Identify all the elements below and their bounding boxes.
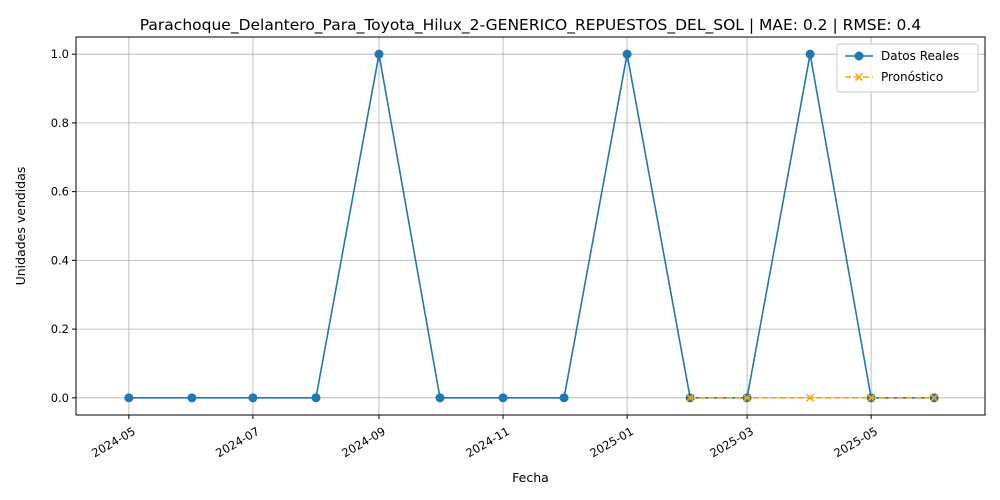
- x-tick-label: 2024-07: [213, 424, 262, 460]
- x-tick-label: 2024-09: [339, 424, 388, 460]
- data-point: [187, 393, 197, 403]
- series-line: [128, 54, 935, 399]
- legend-label: Datos Reales: [881, 49, 959, 63]
- x-tick-label: 2025-01: [587, 424, 636, 460]
- forecast-point: [930, 393, 939, 402]
- legend: Datos Reales Pronóstico: [836, 43, 979, 93]
- data-point: [311, 393, 321, 403]
- y-tick-label: 0.4: [51, 253, 69, 267]
- y-axis-label: Unidades vendidas: [13, 167, 28, 286]
- y-tick-label: 0.0: [51, 391, 69, 405]
- grid-layer: [76, 37, 985, 415]
- forecast-point: [806, 393, 815, 402]
- forecast-point: [743, 393, 752, 402]
- data-point: [559, 393, 569, 403]
- data-point: [435, 393, 445, 403]
- data-point: [498, 393, 508, 403]
- forecast-point: [686, 393, 695, 402]
- plot-frame: [75, 36, 986, 416]
- data-point: [124, 393, 134, 403]
- data-point: [805, 49, 815, 59]
- y-tick-label: 0.6: [51, 185, 69, 199]
- x-axis-label: Fecha: [512, 470, 549, 485]
- data-point: [248, 393, 258, 403]
- y-tick-label: 0.8: [51, 116, 69, 130]
- legend-marker: [854, 51, 864, 61]
- legend-marker: [854, 72, 864, 82]
- legend-label: Pronóstico: [881, 70, 943, 84]
- x-tick-label: 2025-03: [707, 424, 756, 460]
- x-tick-label: 2024-11: [463, 424, 512, 460]
- y-tick-label: 0.2: [51, 322, 69, 336]
- forecast-point: [867, 393, 876, 402]
- y-tick-label: 1.0: [51, 47, 69, 61]
- chart-title: Parachoque_Delantero_Para_Toyota_Hilux_2…: [140, 16, 921, 35]
- data-point: [622, 49, 632, 59]
- series-layer: [124, 49, 939, 403]
- x-tick-label: 2025-05: [831, 424, 880, 460]
- data-point: [374, 49, 384, 59]
- x-tick-label: 2024-05: [89, 424, 138, 460]
